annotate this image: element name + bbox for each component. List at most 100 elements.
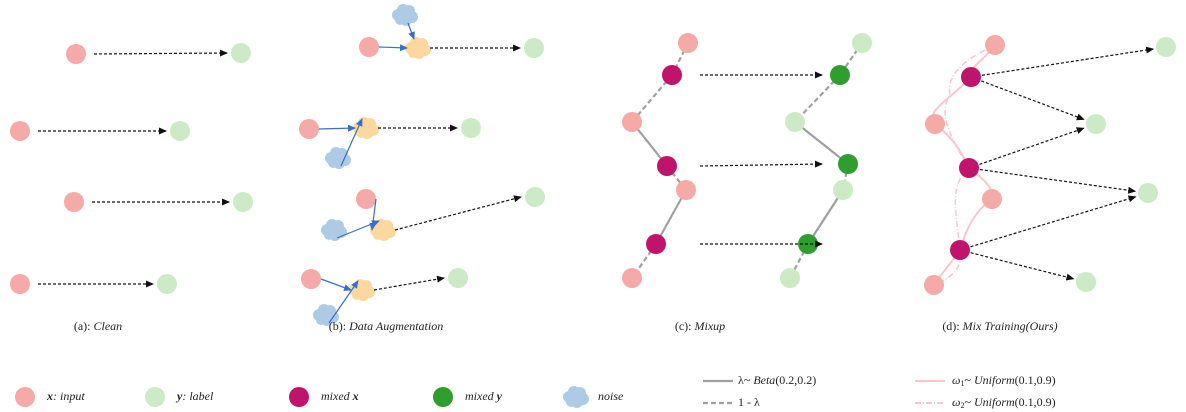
cloud-puff — [331, 151, 345, 165]
label-node — [231, 43, 251, 63]
dashed-arrow — [979, 168, 1137, 194]
input-node — [622, 268, 642, 288]
input-node — [678, 33, 698, 53]
mixed-x-node — [959, 158, 979, 178]
mixed-x-node — [950, 240, 970, 260]
dashed-arrow — [394, 195, 522, 231]
legend-omega2: ω2~ Uniform(0.1,0.9) — [952, 395, 1056, 410]
legend-mixed-x: mixed x — [321, 389, 359, 403]
cloud-puff — [359, 121, 373, 135]
mixed-x-node — [961, 67, 981, 87]
label-node — [170, 121, 190, 141]
input-node — [622, 112, 642, 132]
input-node — [359, 37, 379, 57]
label-node — [833, 180, 853, 200]
mixed-x-node — [646, 234, 666, 254]
blue-arrow — [378, 44, 408, 52]
blue-arrow — [407, 22, 415, 40]
label-node — [233, 192, 253, 212]
label-node — [1156, 37, 1176, 57]
augmented-cloud — [349, 279, 375, 301]
label-node — [785, 112, 805, 132]
noise-cloud — [392, 4, 418, 26]
mixed-x-node — [657, 156, 677, 176]
augmented-cloud — [370, 219, 396, 241]
legend-mixed-y-dot — [433, 387, 453, 407]
dashed-link — [671, 42, 689, 76]
caption-c: (c): Mixup — [675, 319, 725, 333]
cloud-puff — [398, 8, 412, 22]
input-node — [982, 189, 1002, 209]
mixed-y-node — [838, 154, 858, 174]
blue-arrow — [328, 280, 359, 324]
solid-link — [655, 189, 687, 245]
input-node — [676, 180, 696, 200]
input-node — [925, 114, 945, 134]
noise-cloud — [325, 147, 351, 169]
legend-one-minus-lambda: 1 - λ — [738, 395, 760, 409]
input-node — [356, 189, 376, 209]
label-node — [157, 274, 177, 294]
caption-b: (b): Data Augmentation — [329, 319, 443, 333]
dashed-link — [794, 74, 841, 123]
cloud-puff — [376, 223, 390, 237]
legend-noise-cloud — [563, 386, 589, 408]
mixed-x-node — [662, 65, 682, 85]
label-node — [461, 118, 481, 138]
label-node — [1138, 183, 1158, 203]
legend-mixed-x-dot — [289, 387, 309, 407]
input-node — [985, 35, 1005, 55]
blue-arrow — [320, 278, 352, 291]
caption-a: (a): Clean — [74, 319, 122, 333]
dashed-arrow — [93, 49, 228, 57]
dashed-arrow — [970, 252, 1075, 281]
dashed-arrow — [981, 80, 1085, 121]
dashed-arrow — [981, 46, 1155, 76]
input-node — [924, 275, 944, 295]
legend-input: x: input — [46, 389, 85, 403]
input-node — [301, 269, 321, 289]
mixed-y-node — [830, 65, 850, 85]
blue-arrow — [318, 124, 356, 132]
label-node — [525, 187, 545, 207]
label-node — [524, 38, 544, 58]
legend-omega1: ω1~ Uniform(0.1,0.9) — [952, 373, 1056, 388]
dashed-arrow — [979, 127, 1085, 165]
input-node — [299, 119, 319, 139]
cloud-puff — [327, 223, 341, 237]
legend-noise: noise — [598, 389, 624, 403]
legend-label: y: label — [175, 389, 214, 403]
cloud-puff — [319, 308, 333, 322]
label-node — [852, 33, 872, 53]
dashed-arrow — [699, 160, 823, 168]
label-node — [1076, 272, 1096, 292]
input-node — [10, 121, 30, 141]
label-node — [780, 268, 800, 288]
label-node — [448, 268, 468, 288]
legend-input-dot — [15, 387, 35, 407]
noise-cloud — [313, 304, 339, 326]
input-node — [66, 44, 86, 64]
caption-d: (d): Mix Training(Ours) — [942, 319, 1057, 333]
shapes — [10, 4, 1176, 408]
cloud-puff — [355, 283, 369, 297]
legend-lambda: λ~ Beta(0.2,0.2) — [738, 373, 816, 387]
input-node — [10, 274, 30, 294]
dashed-arrow — [970, 195, 1137, 248]
cloud-puff — [411, 41, 425, 55]
noise-cloud — [321, 219, 347, 241]
augmented-cloud — [353, 117, 379, 139]
cloud-puff — [569, 390, 583, 404]
solid-link — [807, 189, 844, 245]
blue-arrow — [340, 118, 363, 167]
solid-link — [794, 121, 849, 165]
legend-mixed-y: mixed y — [465, 389, 503, 403]
augmented-cloud — [405, 37, 431, 59]
label-node — [1086, 114, 1106, 134]
dashed-link — [631, 74, 673, 123]
legend-label-dot — [145, 387, 165, 407]
blue-arrow — [336, 220, 380, 239]
dashed-arrow — [373, 275, 445, 291]
input-node — [64, 192, 84, 212]
